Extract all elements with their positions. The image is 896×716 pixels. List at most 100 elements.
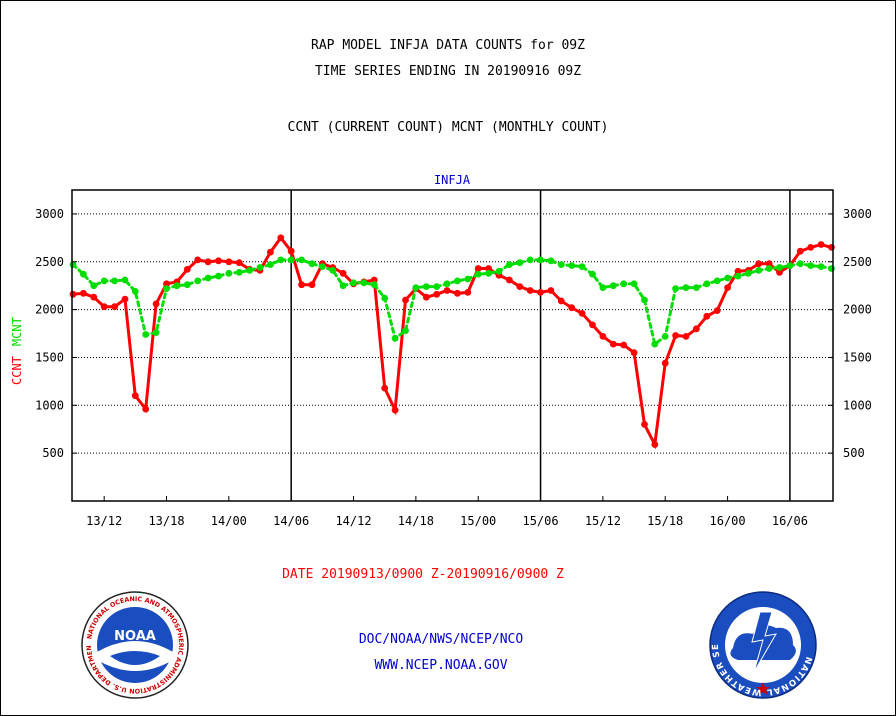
svg-text:CCNTMCNT: CCNT MCNT <box>10 317 24 385</box>
ccnt-point <box>454 289 461 297</box>
ccnt-point <box>651 441 659 448</box>
ccnt-point <box>537 289 544 296</box>
ccnt-point <box>682 333 690 340</box>
ccnt-point <box>277 234 285 242</box>
mcnt-point <box>630 280 638 288</box>
mcnt-point <box>474 270 482 278</box>
ccnt-point <box>817 241 825 248</box>
y-tick-label-right: 500 <box>843 446 865 460</box>
ccnt-point <box>80 289 87 297</box>
ccnt-point <box>194 256 202 264</box>
mcnt-point <box>433 283 441 290</box>
ccnt-point <box>724 284 731 291</box>
mcnt-point <box>100 277 108 285</box>
mcnt-point <box>381 294 389 302</box>
ccnt-point <box>235 259 243 267</box>
mcnt-point <box>661 333 669 340</box>
ccnt-point <box>433 290 441 298</box>
x-tick-label: 16/06 <box>772 514 808 528</box>
mcnt-point <box>537 256 544 264</box>
mcnt-point <box>589 270 596 278</box>
y-label-mcnt: MCNT <box>10 317 24 346</box>
mcnt-point <box>267 261 274 268</box>
ccnt-point <box>391 406 399 414</box>
ccnt-point <box>100 303 108 311</box>
mcnt-point <box>796 260 804 268</box>
mcnt-point <box>454 277 461 285</box>
ccnt-point <box>163 280 170 288</box>
ccnt-point <box>474 265 482 272</box>
mcnt-point <box>786 262 794 269</box>
ccnt-point <box>516 283 524 290</box>
x-tick-label: 15/00 <box>460 514 496 528</box>
ccnt-point <box>661 359 669 367</box>
ccnt-point <box>693 325 700 333</box>
y-tick-label-left: 3000 <box>35 207 64 221</box>
y-tick-label-right: 2000 <box>843 303 872 317</box>
ccnt-point <box>672 332 679 339</box>
y-tick-labels-right: 500 1000 1500 2000 2500 3000 <box>828 207 872 460</box>
mcnt-point <box>443 280 451 288</box>
mcnt-point <box>641 296 648 304</box>
ccnt-point <box>578 310 586 317</box>
y-tick-label-right: 3000 <box>843 207 872 221</box>
ccnt-series <box>69 234 835 450</box>
y-axis-label: CCNT MCNT <box>10 317 24 385</box>
ccnt-point <box>90 293 98 301</box>
y-tick-label-right: 1000 <box>843 398 872 412</box>
x-tick-label: 15/12 <box>585 514 621 528</box>
mcnt-point <box>204 274 212 282</box>
mcnt-point <box>225 269 233 277</box>
ccnt-point <box>734 267 742 275</box>
ccnt-point <box>183 266 191 273</box>
mcnt-point <box>308 260 316 268</box>
ccnt-point <box>796 247 804 255</box>
ccnt-point <box>381 384 389 392</box>
mcnt-point <box>672 285 679 292</box>
ccnt-point <box>755 260 763 268</box>
ccnt-point <box>111 303 118 311</box>
org-label: DOC/NOAA/NWS/NCEP/NCO <box>358 632 524 647</box>
mcnt-point <box>776 264 783 271</box>
mcnt-point <box>724 274 731 282</box>
ccnt-point <box>402 296 409 304</box>
ccnt-point <box>287 247 295 255</box>
mcnt-point <box>298 256 305 264</box>
noaa-logo-icon: NOAA NATIONAL OCEANIC AND ATMOSPHERIC AD… <box>80 590 189 699</box>
ccnt-point <box>464 289 472 296</box>
ccnt-point <box>828 244 835 251</box>
x-tick-label: 14/12 <box>335 514 371 528</box>
x-tick-labels: 13/12 13/18 14/00 14/06 14/12 14/18 15/00 15/06… <box>86 496 808 528</box>
ccnt-point <box>713 307 721 314</box>
ccnt-point <box>267 248 274 256</box>
mcnt-point <box>163 285 170 292</box>
mcnt-point <box>194 277 202 285</box>
mcnt-point <box>464 275 472 283</box>
mcnt-point <box>402 327 409 335</box>
ccnt-point <box>308 281 316 289</box>
mcnt-point <box>703 280 711 288</box>
ccnt-point <box>599 333 607 340</box>
mcnt-point <box>495 267 503 275</box>
mcnt-point <box>80 270 87 278</box>
ccnt-point <box>298 281 305 289</box>
mcnt-point <box>121 276 129 284</box>
mcnt-point <box>370 281 378 289</box>
mcnt-point <box>350 279 357 287</box>
mcnt-point <box>339 282 347 290</box>
mcnt-point <box>142 331 150 338</box>
mcnt-point <box>183 281 191 289</box>
y-tick-label-left: 500 <box>42 446 64 460</box>
ccnt-point <box>142 405 150 413</box>
ccnt-point <box>370 276 378 284</box>
nws-logo-icon: NATIONAL WEATHER SERVICE <box>708 590 817 699</box>
x-tick-label: 15/18 <box>647 514 683 528</box>
mcnt-point <box>547 257 555 265</box>
ccnt-point <box>568 304 576 312</box>
ccnt-point <box>557 297 565 305</box>
mcnt-point <box>287 256 295 264</box>
y-tick-label-left: 1500 <box>35 350 64 364</box>
ccnt-point <box>422 293 430 301</box>
mcnt-point <box>526 256 534 264</box>
